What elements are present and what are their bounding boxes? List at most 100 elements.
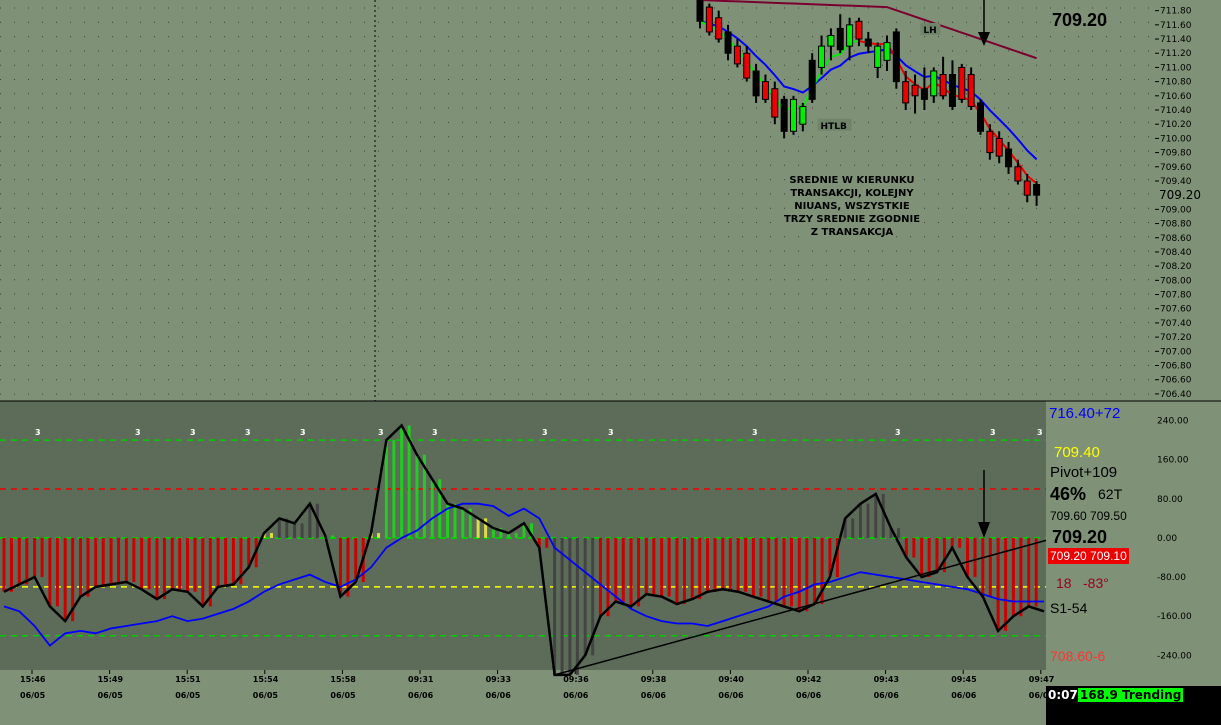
readout-bid-ask: 709.60 709.50 <box>1050 509 1127 523</box>
date-tick-label: 06/06 <box>563 691 589 700</box>
price-candle <box>705 3 713 36</box>
counter-label: 3 <box>608 428 614 437</box>
candle-body <box>752 70 760 97</box>
price-candle <box>948 60 956 111</box>
price-panel <box>0 0 1155 401</box>
date-tick-label: 06/05 <box>98 691 124 700</box>
price-tick-label: 711.20 <box>1160 49 1192 59</box>
price-candle <box>920 67 928 111</box>
candle-body <box>902 81 910 104</box>
candle-body <box>724 31 732 54</box>
date-tick-label: 06/05 <box>330 691 356 700</box>
date-tick-label: 06/06 <box>408 691 434 700</box>
price-tick-label: 707.60 <box>1160 305 1192 315</box>
candle-body <box>995 137 1003 157</box>
oscillator-tick-label: 240.00 <box>1157 417 1189 427</box>
price-tick-label: 710.40 <box>1160 106 1192 116</box>
price-candle <box>1005 141 1013 174</box>
candle-body <box>827 34 835 47</box>
price-tick-label: 711.00 <box>1160 63 1192 73</box>
readout-angle-a: 18 <box>1056 575 1072 591</box>
price-tick-label: 706.60 <box>1160 376 1192 386</box>
counter-label: 3 <box>135 428 141 437</box>
counter-label: 3 <box>432 428 438 437</box>
candle-body <box>705 6 713 33</box>
candle-body <box>930 70 938 97</box>
trend-line <box>554 539 1047 676</box>
price-tick-label: 709.80 <box>1160 149 1192 159</box>
counter-label: 3 <box>35 428 41 437</box>
entry-arrow-head <box>978 32 990 46</box>
price-tick-label: 708.60 <box>1160 234 1192 244</box>
time-tick-label: 15:54 <box>253 675 279 684</box>
price-candle <box>864 31 872 54</box>
price-tick-label: 711.80 <box>1160 7 1192 17</box>
time-tick-label: 15:49 <box>98 675 124 684</box>
candle-body <box>818 45 826 68</box>
price-candle <box>995 131 1003 164</box>
price-tick-label: 706.80 <box>1160 362 1192 372</box>
date-tick-label: 06/05 <box>253 691 279 700</box>
oscillator-tick-label: 80.00 <box>1157 495 1183 505</box>
price-tick-label: 709.60 <box>1160 163 1192 173</box>
candle-body <box>780 98 788 132</box>
candle-body <box>920 88 928 100</box>
candle-body <box>864 38 872 47</box>
price-candle <box>930 67 938 103</box>
time-tick-label: 09:45 <box>951 675 977 684</box>
price-candle <box>958 63 966 103</box>
price-tick-label: 709.40 <box>1160 177 1192 187</box>
readout-s1: S1-54 <box>1050 600 1088 616</box>
candle-body <box>743 52 751 79</box>
price-candle <box>892 28 900 89</box>
slow-average-line <box>699 0 1037 60</box>
price-tick-label: 706.40 <box>1160 390 1192 400</box>
price-candle <box>1023 173 1031 203</box>
candle-body <box>892 31 900 83</box>
price-candle <box>799 102 807 132</box>
price-candle <box>752 63 760 103</box>
annotation-box <box>817 118 852 131</box>
candle-body <box>855 20 863 40</box>
candle-body <box>836 27 844 51</box>
oscillator-tick-label: 160.00 <box>1157 456 1189 466</box>
price-candle <box>986 124 994 160</box>
oscillator-line <box>3 423 1045 677</box>
candle-body <box>715 17 723 40</box>
time-tick-label: 15:46 <box>20 675 46 684</box>
time-axis <box>0 670 1046 725</box>
price-candle <box>939 56 947 100</box>
time-tick-label: 09:43 <box>874 675 899 684</box>
price-tick-label: 710.60 <box>1160 92 1192 102</box>
candle-body <box>911 84 919 97</box>
readout-price-box: 709.20 709.10 <box>1048 548 1129 564</box>
readout-pivot: Pivot+109 <box>1050 464 1118 481</box>
price-tick-label: 711.60 <box>1160 21 1192 31</box>
price-candle <box>911 74 919 114</box>
price-candle <box>818 35 826 75</box>
time-tick-label: 09:38 <box>641 675 667 684</box>
counter-label: 3 <box>378 428 384 437</box>
time-tick-label: 09:33 <box>486 675 511 684</box>
status-bar: 0:07 168.9 Trending <box>1048 688 1184 706</box>
price-candle <box>780 95 788 139</box>
date-tick-label: 06/06 <box>874 691 900 700</box>
time-tick-label: 15:51 <box>175 675 201 684</box>
candle-body <box>883 42 891 61</box>
price-candle <box>733 39 741 68</box>
candle-body <box>1005 148 1013 168</box>
counter-label: 3 <box>1037 428 1043 437</box>
candle-body <box>1033 184 1041 196</box>
last-price-header: 709.20 <box>1052 10 1108 30</box>
annotation-box <box>920 22 941 35</box>
trade-note: SREDNIE W KIERUNKU TRANSAKCJI, KOLEJNY N… <box>781 175 923 238</box>
annotation-label: LH <box>923 26 936 36</box>
osc-arrow-head <box>978 522 990 538</box>
time-tick-label: 09:36 <box>563 675 589 684</box>
candle-body <box>958 66 966 100</box>
counter-label: 3 <box>895 428 901 437</box>
price-tick-label: 707.40 <box>1160 319 1192 329</box>
price-candle <box>771 81 779 125</box>
candle-body <box>846 24 854 47</box>
